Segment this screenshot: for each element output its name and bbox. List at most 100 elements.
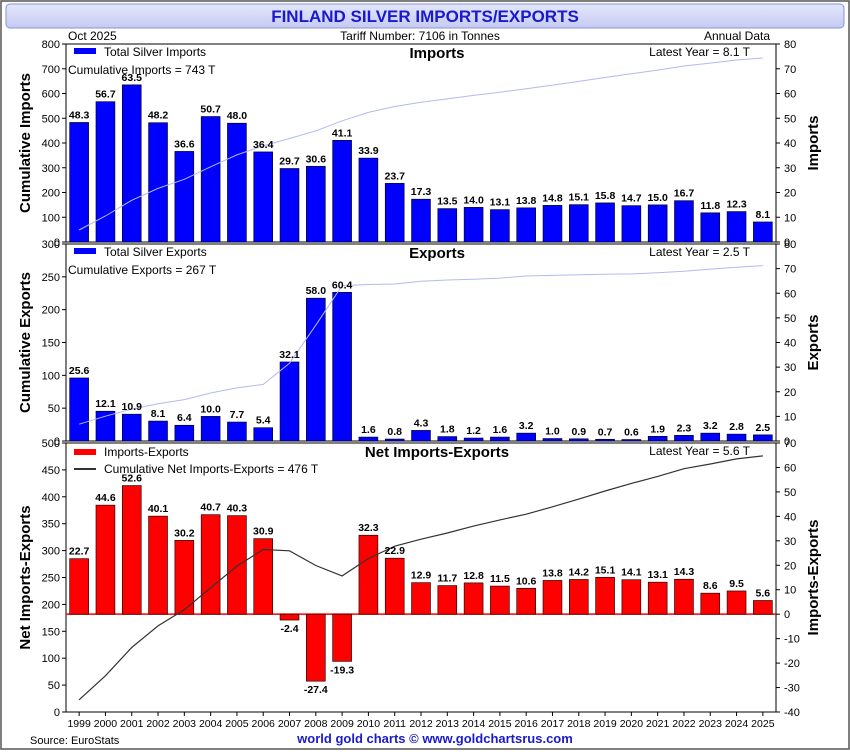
panel1-data-label: 36.4 xyxy=(253,139,274,151)
x-tick-label: 2025 xyxy=(751,718,775,730)
panel3-data-label: 14.3 xyxy=(674,566,695,578)
panel1-bar xyxy=(569,204,589,243)
panel1-bar xyxy=(69,122,89,243)
panel1-left-tick-label: 500 xyxy=(42,113,60,125)
panel2-left-tick-label: 50 xyxy=(48,403,60,415)
x-tick-label: 2022 xyxy=(672,718,696,730)
panel3-data-label: 11.7 xyxy=(437,573,457,585)
panel1-data-label: 14.8 xyxy=(542,192,563,204)
panel2-data-label: 5.4 xyxy=(256,415,271,427)
panel1-left-tick-label: 800 xyxy=(42,39,60,51)
panel3-data-label: 40.7 xyxy=(200,502,221,514)
x-tick-label: 1999 xyxy=(67,718,91,730)
panel2-bar xyxy=(253,427,273,442)
panel2-bar xyxy=(332,291,352,442)
panel1-data-label: 29.7 xyxy=(279,155,300,167)
panel1-right-tick-label: 10 xyxy=(784,212,796,224)
panel2-bar xyxy=(95,410,116,442)
panel2-right-tick-label: 50 xyxy=(784,313,796,325)
panel3-bar xyxy=(358,534,379,615)
panel1-right-tick-label: 20 xyxy=(784,188,796,200)
panel3-data-label: 52.6 xyxy=(122,473,143,485)
panel2-right-tick-label: 0 xyxy=(784,436,790,448)
panel3-title: Net Imports-Exports xyxy=(365,444,509,461)
panel3-data-label: 40.3 xyxy=(227,503,248,515)
panel1-data-label: 56.7 xyxy=(95,89,116,101)
panel1-bar xyxy=(306,165,326,243)
panel1-data-label: 12.3 xyxy=(726,199,747,211)
panel3-right-tick-label: -10 xyxy=(784,634,800,646)
x-tick-label: 2003 xyxy=(173,718,197,730)
panel1-left-tick-label: 400 xyxy=(42,138,60,150)
panel2-data-label: 0.7 xyxy=(598,426,613,438)
panel2-right-tick-label: 80 xyxy=(784,239,796,251)
panel3-bar xyxy=(621,579,642,615)
panel1-cumulative-label: Cumulative Imports = 743 T xyxy=(68,63,216,77)
panel2-bar xyxy=(174,424,195,442)
x-tick-label: 2010 xyxy=(357,718,381,730)
x-tick-label: 2015 xyxy=(488,718,512,730)
panel1-data-label: 30.6 xyxy=(306,153,327,165)
panel3-left-tick-label: 400 xyxy=(42,492,60,504)
panel1-bar xyxy=(490,209,510,243)
panel3-right-tick-label: 30 xyxy=(784,536,796,548)
panel1-right-axis-title: Imports xyxy=(805,115,822,170)
panel1-right-tick-label: 60 xyxy=(784,89,796,101)
panel3-data-label: 22.9 xyxy=(384,545,405,557)
panel1-left-tick-label: 0 xyxy=(54,237,60,249)
panel3-cumulative-line xyxy=(78,455,763,701)
panel3-left-tick-label: 50 xyxy=(48,680,60,692)
panel3-bar xyxy=(332,613,352,662)
panel1-bar xyxy=(279,168,300,243)
source-label: Source: EuroStats xyxy=(30,735,120,747)
panel1-right-tick-label: 30 xyxy=(784,163,796,175)
panel3-bar xyxy=(516,587,536,615)
panel1-data-label: 36.6 xyxy=(174,138,195,150)
panel2-bar xyxy=(726,433,747,442)
panel3-bar xyxy=(148,515,168,615)
panel3-data-label: 40.1 xyxy=(148,503,169,515)
panel1-left-tick-label: 600 xyxy=(42,89,60,101)
panel3-bar xyxy=(253,538,273,615)
panel2-bar xyxy=(674,435,694,442)
x-tick-label: 2020 xyxy=(620,718,644,730)
x-tick-label: 2008 xyxy=(304,718,328,730)
x-tick-label: 2024 xyxy=(725,718,749,730)
panel1-left-tick-label: 100 xyxy=(42,212,60,224)
panel2-data-label: 4.3 xyxy=(414,417,429,429)
panel1-data-label: 13.8 xyxy=(516,195,537,207)
tariff-label: Tariff Number: 7106 in Tonnes xyxy=(340,29,500,43)
panel2-data-label: 2.8 xyxy=(729,421,744,433)
panel1-cumulative-line xyxy=(78,57,763,231)
panel3-data-label: 5.6 xyxy=(756,587,771,599)
x-tick-label: 2011 xyxy=(383,718,406,730)
panel2-bar xyxy=(569,438,589,442)
panel3-data-label: 14.2 xyxy=(569,566,590,578)
panel3-bar xyxy=(542,580,563,615)
panel1-bar xyxy=(595,202,615,243)
panel3-bar xyxy=(306,613,326,682)
panel1-data-label: 16.7 xyxy=(674,188,695,200)
panel3-data-label: 30.9 xyxy=(253,526,274,538)
panel3-data-label: 14.1 xyxy=(621,567,642,579)
panel3-right-tick-label: 60 xyxy=(784,462,796,474)
panel2-bar xyxy=(595,438,615,442)
panel3-left-tick-label: 150 xyxy=(42,626,60,638)
panel1-bar xyxy=(647,204,668,243)
panel1-right-tick-label: 0 xyxy=(784,237,790,249)
panel1-bar xyxy=(384,183,405,243)
panel1-bar xyxy=(516,207,536,243)
panel2-data-label: 10.9 xyxy=(122,401,143,413)
panel1-data-label: 15.0 xyxy=(647,192,668,204)
panel1-legend-swatch xyxy=(74,48,96,54)
panel1-bar xyxy=(121,84,142,243)
panel3-legend-label: Imports-Exports xyxy=(104,445,189,459)
panel1-data-label: 48.2 xyxy=(148,110,169,122)
panel3-right-tick-label: 40 xyxy=(784,511,796,523)
panel2-bar xyxy=(463,437,484,442)
panel3-data-label: 15.1 xyxy=(595,564,616,576)
panel1-data-label: 15.8 xyxy=(595,190,616,202)
panel2-right-axis-title: Exports xyxy=(805,315,822,371)
panel2-data-label: 58.0 xyxy=(306,285,327,297)
